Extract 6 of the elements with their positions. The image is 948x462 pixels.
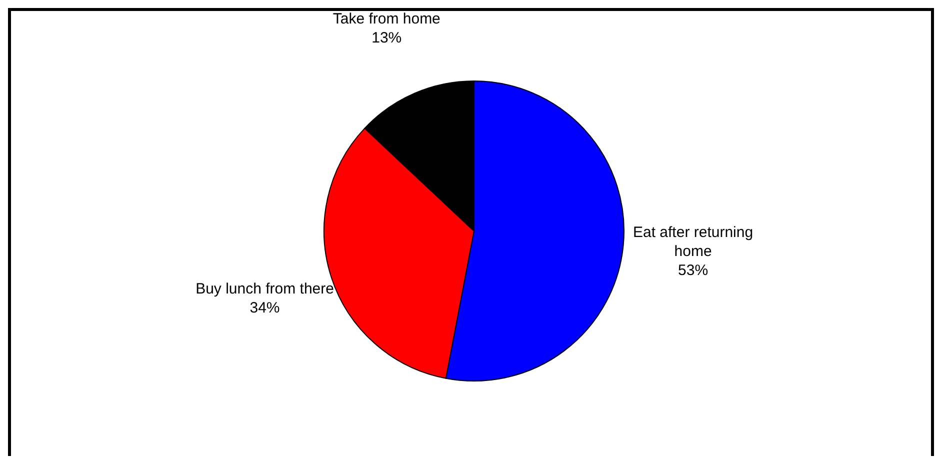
slice-label: Take from home (332, 10, 440, 28)
data-label: 34% (250, 300, 280, 317)
data-label: 13% (372, 30, 402, 47)
slice-label: Buy lunch from there (196, 280, 334, 298)
slice-label: Eat after returning home (632, 224, 754, 260)
data-label: 53% (678, 262, 708, 279)
